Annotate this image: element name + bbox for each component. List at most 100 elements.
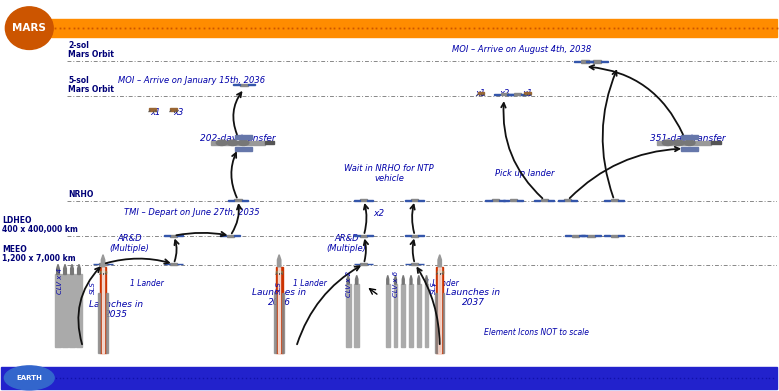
Bar <box>587 61 593 62</box>
FancyArrowPatch shape <box>411 205 414 233</box>
Bar <box>367 235 373 236</box>
Text: EARTH: EARTH <box>16 375 42 381</box>
Bar <box>618 200 624 201</box>
Bar <box>100 263 107 265</box>
FancyArrowPatch shape <box>106 258 169 264</box>
Bar <box>541 199 548 201</box>
Bar <box>594 60 601 63</box>
FancyArrow shape <box>425 275 428 284</box>
FancyArrow shape <box>394 275 397 284</box>
Bar <box>437 271 442 273</box>
Text: AR&D
(Multiple): AR&D (Multiple) <box>326 234 367 253</box>
Text: 351-day transfer: 351-day transfer <box>650 135 726 143</box>
Bar <box>605 235 610 236</box>
Bar <box>98 292 100 353</box>
Bar <box>564 199 571 201</box>
Bar <box>418 235 425 236</box>
FancyArrow shape <box>101 255 104 267</box>
FancyArrowPatch shape <box>232 205 241 233</box>
FancyArrow shape <box>78 264 80 274</box>
Bar <box>401 284 405 347</box>
Circle shape <box>662 140 673 145</box>
Text: x1: x1 <box>150 108 160 117</box>
Bar <box>405 200 411 201</box>
Text: 1 Lander: 1 Lander <box>425 279 459 288</box>
Bar <box>572 235 579 237</box>
Bar <box>417 284 421 347</box>
Bar <box>234 84 240 85</box>
Bar <box>170 235 177 237</box>
Bar <box>274 292 276 353</box>
Text: Pick up lander: Pick up lander <box>495 169 555 178</box>
Bar <box>425 284 428 347</box>
Bar <box>76 274 82 347</box>
Bar <box>150 108 156 111</box>
Bar <box>171 108 177 111</box>
Text: x2: x2 <box>499 89 509 98</box>
Bar <box>100 271 106 273</box>
Bar <box>589 61 595 62</box>
Bar <box>492 199 499 201</box>
Bar <box>618 235 624 236</box>
FancyArrowPatch shape <box>364 205 368 233</box>
Circle shape <box>217 140 227 145</box>
Text: Launches in
2036: Launches in 2036 <box>252 289 306 307</box>
Bar <box>227 235 234 237</box>
Text: x1: x1 <box>522 89 533 98</box>
Bar <box>682 147 698 151</box>
Bar <box>594 235 601 236</box>
Text: 5-sol
Mars Orbit: 5-sol Mars Orbit <box>68 76 114 94</box>
FancyArrowPatch shape <box>174 240 178 262</box>
Text: MARS: MARS <box>12 23 46 33</box>
Bar <box>514 93 521 95</box>
Bar <box>354 284 359 347</box>
Bar <box>711 141 721 144</box>
Bar <box>442 292 444 353</box>
Bar <box>234 199 241 201</box>
Bar <box>235 147 252 151</box>
Bar <box>478 91 484 94</box>
Bar <box>360 263 367 265</box>
Bar <box>439 267 441 353</box>
Bar <box>106 292 108 353</box>
Bar <box>220 235 226 236</box>
Text: Element Icons NOT to scale: Element Icons NOT to scale <box>485 328 589 337</box>
Bar <box>164 235 170 236</box>
Bar <box>499 200 505 201</box>
FancyArrowPatch shape <box>411 240 414 261</box>
Bar <box>282 292 284 353</box>
Bar <box>62 274 68 347</box>
Bar <box>241 200 248 201</box>
Text: Wait in NRHO for NTP
vehicle: Wait in NRHO for NTP vehicle <box>344 165 434 183</box>
FancyArrow shape <box>347 275 349 284</box>
Text: 202-day transfer: 202-day transfer <box>200 135 276 143</box>
FancyArrow shape <box>386 275 389 284</box>
Bar <box>611 235 618 237</box>
Bar <box>265 141 274 144</box>
FancyArrow shape <box>355 275 358 284</box>
FancyArrow shape <box>64 264 66 274</box>
Text: CLV x 4: CLV x 4 <box>57 268 62 294</box>
Bar <box>521 94 527 95</box>
Bar <box>100 267 107 353</box>
Bar <box>277 271 282 273</box>
Text: AR&D
(Multiple): AR&D (Multiple) <box>110 234 150 253</box>
Bar <box>517 200 523 201</box>
Bar <box>579 235 585 236</box>
Bar <box>386 284 390 347</box>
FancyArrow shape <box>71 264 73 274</box>
Bar <box>234 235 240 236</box>
Bar <box>411 263 418 265</box>
Bar <box>571 200 577 201</box>
Text: SLS: SLS <box>90 281 96 294</box>
Text: TMI – Depart on June 27th, 2035: TMI – Depart on June 27th, 2035 <box>124 208 259 217</box>
Text: 2-sol
Mars Orbit: 2-sol Mars Orbit <box>68 41 114 59</box>
Bar <box>581 60 589 63</box>
Ellipse shape <box>5 7 53 49</box>
Bar <box>360 235 367 237</box>
Bar <box>51 19 777 37</box>
Text: x1: x1 <box>476 89 486 98</box>
Bar <box>367 200 373 201</box>
Bar <box>411 199 418 201</box>
Bar <box>534 200 541 201</box>
